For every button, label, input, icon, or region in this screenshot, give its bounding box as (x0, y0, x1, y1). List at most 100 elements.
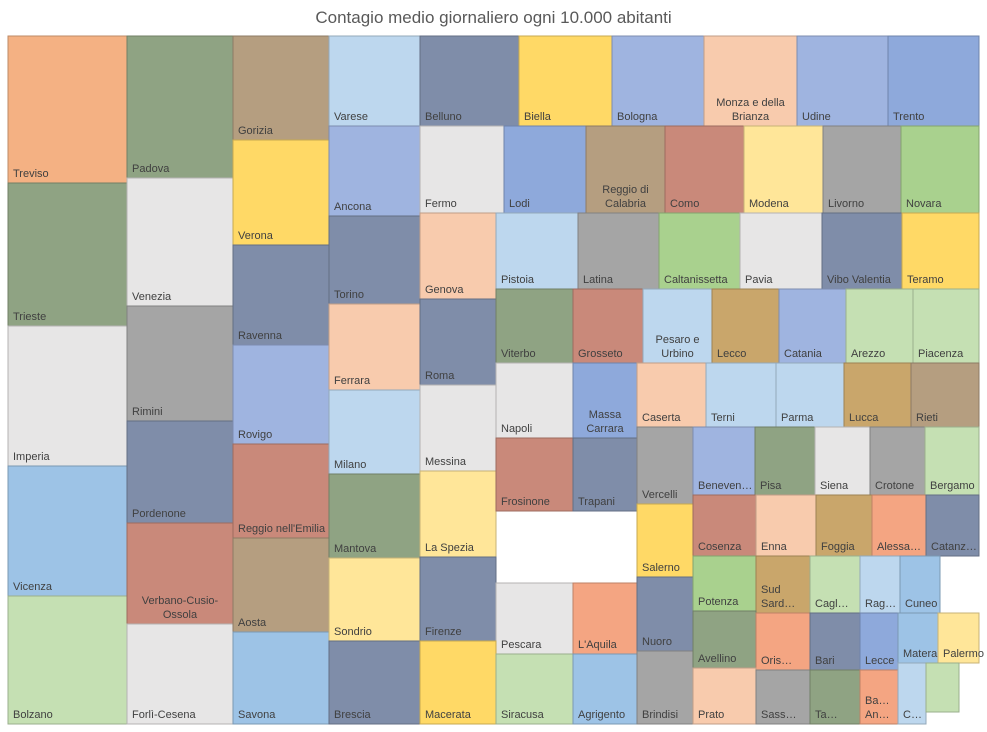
treemap-cell-label: Massa Carrara (586, 409, 624, 435)
treemap-cell (809, 555, 861, 614)
treemap-cell-label: Rimini (132, 406, 163, 418)
treemap-cell-label: Modena (749, 198, 790, 210)
treemap-cell-label: Viterbo (501, 348, 536, 360)
treemap-cell-label: Cagl… (815, 598, 849, 610)
treemap-cell-label: Lodi (509, 198, 530, 210)
treemap-cell (232, 35, 330, 141)
treemap-cell (518, 35, 613, 127)
treemap-cell-label: Catanz… (931, 541, 977, 553)
treemap-cell-label: Como (670, 198, 699, 210)
treemap-cell-label: L'Aquila (578, 639, 618, 651)
treemap-cell (585, 125, 666, 214)
treemap-cell-label: Macerata (425, 709, 472, 721)
treemap-cell-label: Ferrara (334, 375, 371, 387)
treemap-cell-label: Latina (583, 274, 614, 286)
treemap-cell-label: Catania (784, 348, 823, 360)
treemap-cell-label: Verbano-Cusio-Ossola (142, 595, 219, 621)
treemap-cell-label: Brindisi (642, 709, 678, 721)
treemap-cell (328, 640, 421, 725)
chart-title: Contagio medio giornaliero ogni 10.000 a… (315, 8, 672, 27)
treemap-cell-label: Bari (815, 655, 835, 667)
treemap-cell-label: Caltanissetta (664, 274, 728, 286)
treemap-cell (887, 35, 980, 127)
treemap-cell (495, 288, 574, 364)
treemap-cell (572, 437, 638, 512)
treemap-cell-label: Rag… (865, 598, 896, 610)
treemap-cell (755, 669, 811, 725)
treemap-cell-label: Frosinone (501, 496, 550, 508)
treemap-cell-label: Matera (903, 648, 938, 660)
treemap-cell (705, 362, 777, 428)
treemap-cell-label: Reggio di Calabria (602, 184, 648, 210)
treemap-cell (925, 662, 960, 713)
treemap-cell (925, 494, 980, 557)
treemap-cell-label: Rovigo (238, 429, 272, 441)
treemap-cell (636, 362, 707, 428)
treemap-cell-label: Aosta (238, 617, 267, 629)
treemap-cell (495, 582, 574, 655)
treemap-cell-label: Trento (893, 111, 924, 123)
treemap-cell (7, 325, 128, 467)
treemap-cell-label: Teramo (907, 274, 944, 286)
treemap-cell-label: Trieste (13, 311, 46, 323)
treemap-cell (328, 557, 421, 642)
treemap-cell (572, 653, 638, 725)
treemap-cell (900, 125, 980, 214)
treemap-cell-label: Rieti (916, 412, 938, 424)
treemap-cell-label: Pesaro e Urbino (655, 334, 699, 360)
treemap-cell (126, 623, 234, 725)
treemap-cell-label: Pordenone (132, 508, 186, 520)
treemap-cell (754, 426, 816, 496)
treemap-cell (897, 662, 927, 725)
treemap-cell (495, 212, 579, 290)
treemap-cell-label: Messina (425, 456, 467, 468)
treemap-cell-label: Oris… (761, 655, 792, 667)
treemap-cell-label: Vercelli (642, 489, 677, 501)
treemap-cell-label: Bolzano (13, 709, 53, 721)
treemap-cell (232, 537, 330, 633)
treemap-cell-label: Napoli (501, 423, 532, 435)
treemap-cell (419, 640, 497, 725)
treemap-cell (126, 305, 234, 422)
treemap-cell-label: Arezzo (851, 348, 885, 360)
treemap-cell-label: Caserta (642, 412, 681, 424)
treemap-cell-label: Siracusa (501, 709, 545, 721)
treemap-cell (822, 125, 902, 214)
treemap-cell (419, 556, 497, 642)
treemap-cell-label: Udine (802, 111, 831, 123)
treemap-cell-label: Savona (238, 709, 276, 721)
treemap-cell-label: Piacenza (918, 348, 964, 360)
treemap-cell-label: La Spezia (425, 542, 475, 554)
treemap-cell-label: Biella (524, 111, 552, 123)
treemap-cell-label: Novara (906, 198, 942, 210)
treemap-cell (901, 212, 980, 290)
treemap-cell-label: Siena (820, 480, 849, 492)
treemap-cell-label: Vicenza (13, 581, 53, 593)
treemap-cell-label: Torino (334, 289, 364, 301)
treemap-cell (692, 555, 757, 612)
treemap-cell (328, 125, 421, 217)
treemap-cell-label: Beneven… (698, 480, 752, 492)
treemap-cell-label: Parma (781, 412, 814, 424)
treemap-cell-label: Monza e della Brianza (716, 97, 785, 123)
treemap-cell-label: Cuneo (905, 598, 937, 610)
treemap-cell-label: Grosseto (578, 348, 623, 360)
treemap-cell-label: Gorizia (238, 125, 274, 137)
treemap-cell-label: Avellino (698, 653, 736, 665)
treemap-cell-label: Verona (238, 230, 274, 242)
treemap-cell-label: Milano (334, 459, 366, 471)
treemap-cell-label: Padova (132, 163, 170, 175)
treemap-cell (611, 35, 705, 127)
treemap-cell (232, 244, 330, 346)
treemap-cell-label: Imperia (13, 451, 51, 463)
treemap-cell-label: Varese (334, 111, 368, 123)
treemap-cell-label: Venezia (132, 291, 172, 303)
treemap-cell-label: Genova (425, 284, 464, 296)
treemap-cell (328, 303, 421, 391)
treemap-cell (495, 362, 574, 439)
treemap-cell-label: Palermo (943, 648, 984, 660)
treemap-cell-label: Crotone (875, 480, 914, 492)
treemap-cell-label: Belluno (425, 111, 462, 123)
treemap-cell-label: Trapani (578, 496, 615, 508)
treemap-cell-label: Salerno (642, 562, 680, 574)
